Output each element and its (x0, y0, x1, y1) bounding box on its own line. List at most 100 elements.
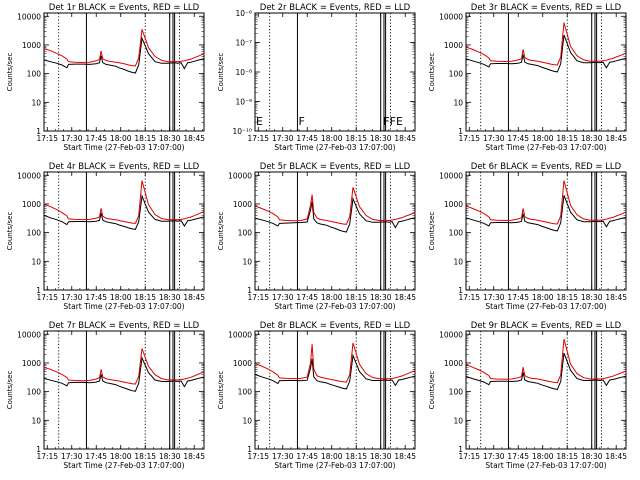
x-tick-label: 18:45 (183, 293, 205, 302)
y-tick-label: 10000 (228, 330, 252, 339)
y-tick-label: 100 (449, 70, 464, 79)
x-tick-label: 18:45 (183, 134, 205, 143)
y-tick-label: 10⁻⁹ (235, 98, 252, 107)
x-tick-label: 18:30 (159, 293, 181, 302)
panel-9r: 17:15 17:30 17:45 18:00 18:15 18:30 18:4511010… (428, 321, 627, 470)
y-tick-label: 100 (449, 229, 464, 238)
x-axis-label: Start Time (27-Feb-03 17:07:00) (274, 302, 395, 311)
y-tick-label: 100 (27, 70, 42, 79)
y-tick-label: 10⁻⁶ (235, 9, 252, 18)
plot-frame (43, 171, 205, 291)
series-group (465, 338, 627, 390)
y-tick-label: 10 (242, 416, 252, 425)
panel-title: Det 2r BLACK = Events, RED = LLD (260, 3, 411, 13)
lld-line (465, 338, 627, 384)
lld-line (254, 342, 416, 383)
y-axis: 1 10 100 1000 10000 (17, 12, 204, 136)
x-tick-label: 17:45 (296, 134, 318, 143)
y-axis-label: Counts/sec (428, 371, 436, 410)
x-tick-label: 17:30 (483, 134, 505, 143)
y-tick-label: 10 (31, 416, 41, 425)
lld-line (43, 180, 205, 224)
x-tick-label: 18:00 (321, 134, 343, 143)
y-axis-label: Counts/sec (217, 53, 225, 92)
x-tick-label: 18:45 (605, 134, 627, 143)
x-tick-label: 18:00 (532, 293, 554, 302)
events-line (254, 353, 416, 390)
x-tick-label: 17:45 (507, 452, 529, 461)
panel-3r: 17:15 17:30 17:45 18:00 18:15 18:30 18:45 1 10 10… (428, 3, 627, 152)
x-tick-label: 18:45 (605, 452, 627, 461)
y-axis: 1 10 100 1000 10000 (439, 330, 626, 454)
x-axis-label: Start Time (27-Feb-03 17:07:00) (63, 302, 184, 311)
y-tick-label: 100 (27, 388, 42, 397)
x-tick-label: 17:15 (458, 134, 480, 143)
x-tick-label: 17:30 (272, 452, 294, 461)
panel-2r: 17:15 17:30 17:45 18:00 18:15 18:30 18:4510⁻¹⁰… (217, 3, 416, 152)
lld-line (465, 22, 627, 66)
x-tick-label: 18:00 (321, 452, 343, 461)
panel-8r: 17:15 17:30 17:45 18:00 18:15 18:30 18:4511010… (217, 321, 416, 470)
x-axis-label: Start Time (27-Feb-03 17:07:00) (274, 461, 395, 470)
y-tick-label: 1000 (22, 200, 41, 209)
y-tick-label: 10 (31, 257, 41, 266)
panel-title: Det 1r BLACK = Events, RED = LLD (49, 3, 200, 13)
x-tick-label: 18:15 (345, 134, 367, 143)
x-tick-label: 17:45 (507, 134, 529, 143)
events-line (465, 34, 627, 73)
x-tick-label: 17:15 (247, 452, 269, 461)
x-tick-label: 18:45 (394, 134, 416, 143)
x-tick-label: 18:45 (394, 293, 416, 302)
y-tick-label: 1000 (444, 359, 463, 368)
x-axis-label: Start Time (27-Feb-03 17:07:00) (485, 143, 606, 152)
events-line (43, 356, 205, 392)
flag-label: F (298, 115, 304, 128)
x-tick-label: 18:30 (159, 452, 181, 461)
y-tick-label: 10000 (439, 171, 463, 180)
x-axis-label: Start Time (27-Feb-03 17:07:00) (63, 461, 184, 470)
y-axis-label: Counts/sec (6, 371, 14, 410)
y-tick-label: 1000 (233, 200, 252, 209)
x-axis: 17:15 17:30 17:45 18:00 18:15 18:30 18:45 (247, 331, 416, 461)
series-group (43, 180, 205, 230)
x-tick-label: 18:30 (370, 134, 392, 143)
y-tick-label: 10⁻⁸ (235, 68, 252, 77)
y-axis-label: Counts/sec (217, 371, 225, 410)
x-tick-label: 17:15 (458, 452, 480, 461)
y-tick-label: 10⁻⁷ (235, 39, 252, 48)
y-tick-label: 1 (458, 127, 463, 136)
panel-title: Det 6r BLACK = Events, RED = LLD (471, 162, 622, 172)
x-axis: 17:15 17:30 17:45 18:00 18:15 18:30 18:45 (36, 172, 205, 302)
x-tick-label: 18:15 (345, 452, 367, 461)
y-tick-label: 10⁻¹⁰ (232, 127, 252, 136)
y-tick-label: 1 (458, 286, 463, 295)
panel-title: Det 7r BLACK = Events, RED = LLD (49, 321, 200, 331)
x-tick-label: 18:15 (345, 293, 367, 302)
y-tick-label: 1000 (444, 41, 463, 50)
x-tick-label: 17:45 (85, 293, 107, 302)
y-tick-label: 1 (36, 127, 41, 136)
x-tick-label: 17:30 (61, 293, 83, 302)
y-tick-label: 100 (27, 229, 42, 238)
series-group (465, 22, 627, 73)
y-tick-label: 10000 (439, 330, 463, 339)
y-tick-label: 100 (238, 229, 253, 238)
x-tick-label: 18:30 (370, 293, 392, 302)
x-tick-label: 18:15 (556, 452, 578, 461)
x-axis: 17:15 17:30 17:45 18:00 18:15 18:30 18:45 (458, 172, 627, 302)
y-axis: 1 10 100 1000 10000 (228, 171, 415, 295)
x-tick-label: 18:15 (134, 452, 156, 461)
series-group (254, 187, 416, 233)
panel-grid: 17:15 17:30 17:45 18:00 18:15 18:30 18:4511010… (6, 3, 627, 470)
flag-label: FFE (383, 115, 403, 128)
x-tick-label: 18:30 (581, 452, 603, 461)
x-tick-label: 18:00 (532, 134, 554, 143)
time-markers (269, 13, 391, 131)
time-markers (269, 172, 391, 290)
y-tick-label: 10000 (228, 171, 252, 180)
series-group (465, 180, 627, 232)
panel-title: Det 5r BLACK = Events, RED = LLD (260, 162, 411, 172)
x-tick-label: 18:15 (556, 134, 578, 143)
plot-frame (254, 171, 416, 291)
y-tick-label: 100 (449, 388, 464, 397)
